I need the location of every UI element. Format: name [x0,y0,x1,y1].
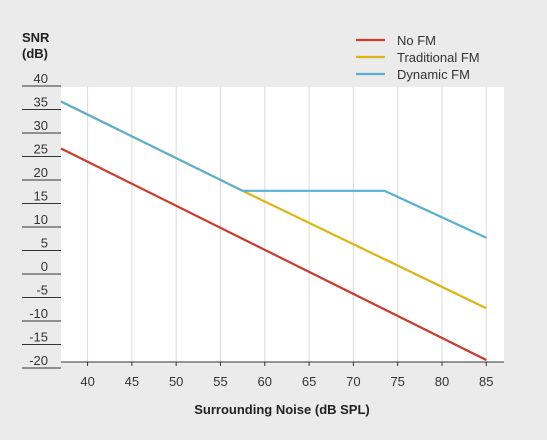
x-tick-label: 75 [390,374,404,389]
x-tick-label: 80 [435,374,449,389]
y-tick-label: 15 [34,189,48,204]
y-axis-label-line1: SNR [22,30,50,45]
x-tick-label: 65 [302,374,316,389]
x-axis-label: Surrounding Noise (dB SPL) [194,402,370,417]
legend-label-1: Traditional FM [397,50,480,65]
y-tick-label: 5 [41,236,48,251]
legend-label-2: Dynamic FM [397,67,470,82]
series [60,100,487,361]
y-tick-label: -5 [36,283,48,298]
y-tick-label: 40 [34,71,48,86]
y-tick-label: 10 [34,212,48,227]
y-tick-label: 20 [34,165,48,180]
x-tick-label: 45 [125,374,139,389]
legend: No FM Traditional FM Dynamic FM [356,33,480,82]
x-tick-label: 55 [213,374,227,389]
x-axis: 40 45 50 55 60 65 70 75 80 85 [61,361,504,389]
x-tick-label: 50 [169,374,183,389]
y-tick-label: -15 [29,330,48,345]
y-axis: 40 35 30 25 20 15 10 5 0 -5 -10 -15 -20 [22,71,61,369]
y-tick-label: 30 [34,118,48,133]
x-tick-label: 70 [346,374,360,389]
y-tick-label: 25 [34,142,48,157]
y-tick-label: -10 [29,306,48,321]
y-tick-label: -20 [29,353,48,368]
legend-label-0: No FM [397,33,436,48]
series-line-2 [60,100,487,239]
y-axis-label-line2: (dB) [22,46,48,61]
x-tick-label: 40 [80,374,94,389]
y-tick-label: 35 [34,95,48,110]
y-tick-label: 0 [41,259,48,274]
grid [87,87,487,362]
x-tick-label: 60 [258,374,272,389]
series-line-0 [60,147,487,361]
plot-area [61,87,504,362]
x-tick-label: 85 [479,374,493,389]
